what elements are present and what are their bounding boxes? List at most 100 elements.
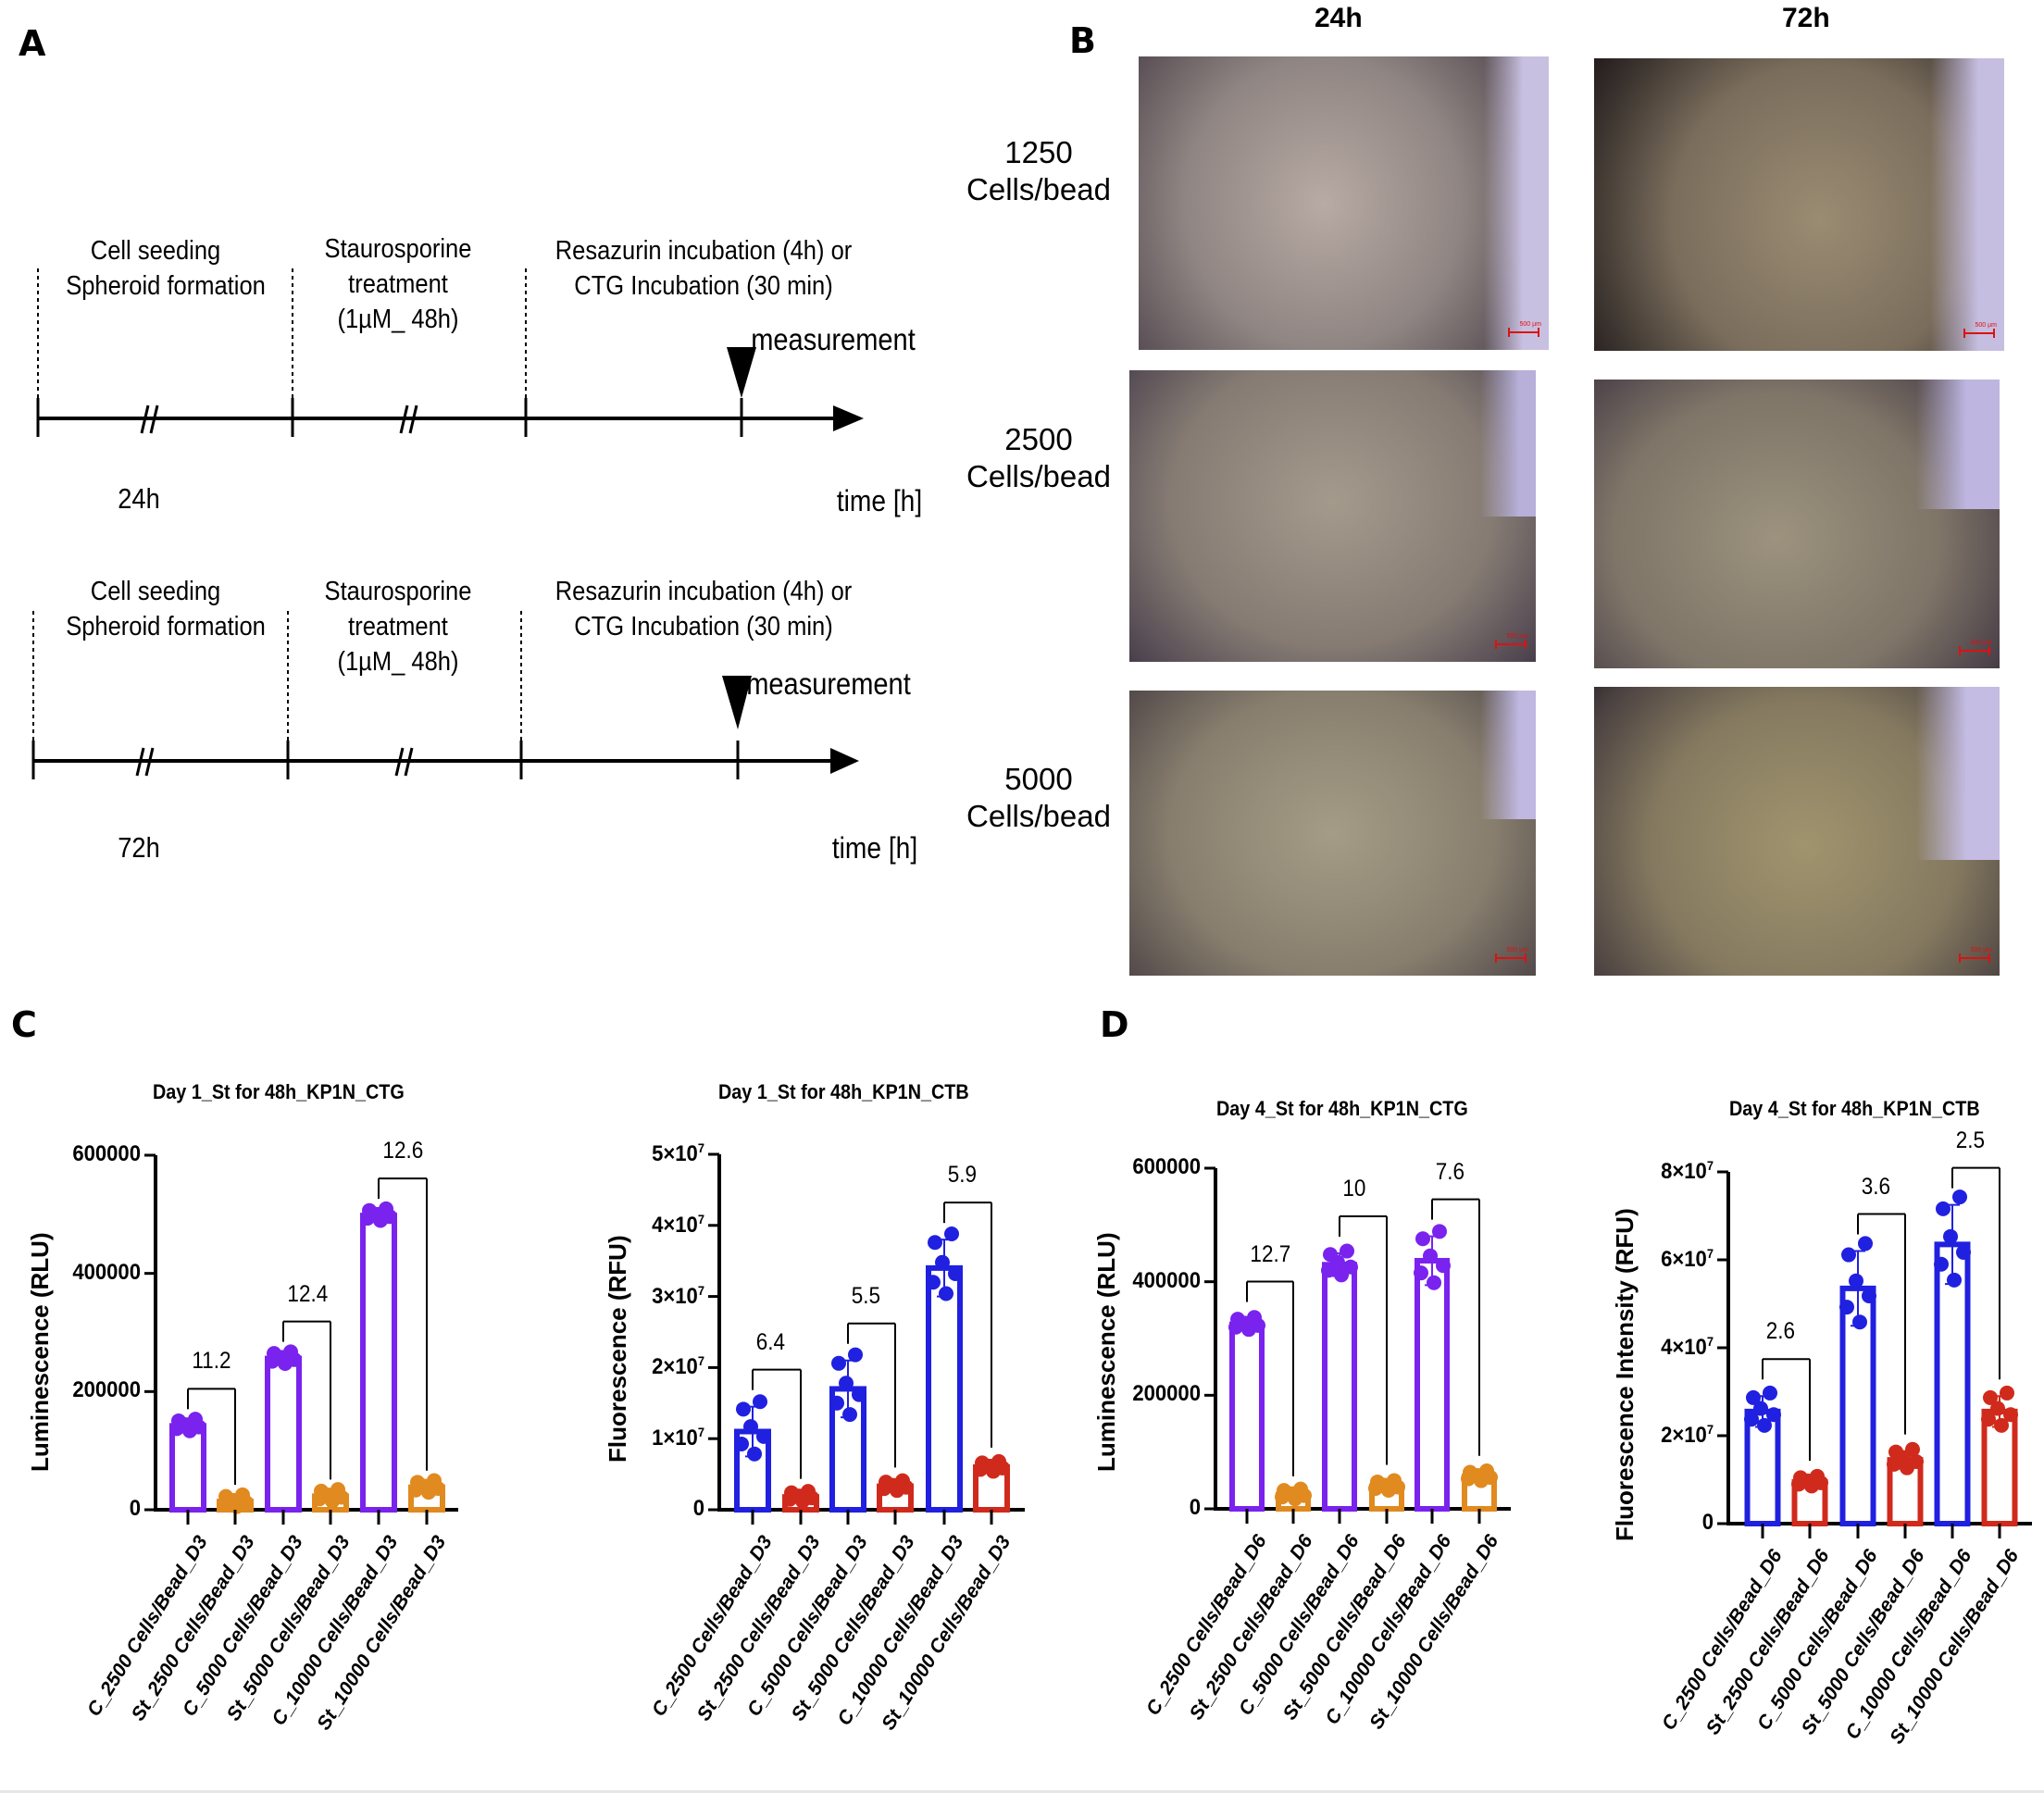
measurement-label: measurement [751,322,916,356]
bead-edge [1480,370,1536,517]
y-tick-label: 3×107 [652,1282,704,1309]
micrograph-2500-72h: 500 µm [1594,380,2000,668]
chart-title: Day 1_St for 48h_KP1N_CTG [153,1080,405,1103]
micrograph-1250-24h: 500 µm [1139,56,1549,350]
y-tick-label: 0 [1189,1495,1201,1520]
time-axis-label: time [h] [836,484,923,517]
timeline-arrow-icon [31,611,859,779]
timeline-arrow-icon [36,268,864,437]
time-axis-label: time [h] [831,831,918,865]
scale-bar-label: 500 µm [1519,321,1542,328]
fold-change-label: 12.7 [1250,1240,1291,1267]
y-tick-label: 5×107 [652,1140,704,1166]
y-tick-label: 200000 [1132,1381,1201,1407]
panel-a-label: A [19,23,46,64]
chart-title: Day 4_St for 48h_KP1N_CTG [1216,1097,1468,1120]
stage-incubation-label: Resazurin incubation (4h) or CTG Incubat… [549,574,858,644]
y-tick-label: 6×107 [1661,1246,1714,1272]
scale-bar-label: 500 µm [1975,322,1998,329]
y-tick-label: 2×107 [1661,1422,1714,1448]
stage-incubation-line1: Resazurin incubation (4h) or [555,577,853,606]
y-tick-label: 4×107 [652,1211,704,1238]
bead-edge [1484,56,1549,350]
fold-change-label: 5.5 [851,1282,880,1309]
stage-treatment-line2: treatment [348,269,448,299]
stage-treatment-label: Staurosporine treatment (1µM_ 48h) [308,231,488,337]
stage-incubation-label: Resazurin incubation (4h) or CTG Incubat… [549,233,858,304]
scale-bar-icon [1495,953,1527,963]
y-tick-label: 2×107 [652,1353,704,1380]
scale-bar-label: 500 µm [1970,947,1993,953]
y-tick-label: 200000 [72,1377,141,1403]
micrograph-5000-24h: 500 µm [1129,691,1536,976]
stage-seeding-line1: Cell seeding [90,577,221,606]
y-tick-label: 400000 [1132,1267,1201,1293]
fold-change-label: 11.2 [191,1348,231,1375]
cell-count: 5000 [1004,762,1073,796]
scale-bar-label: 500 µm [1970,640,1993,646]
fold-change-label: 12.4 [286,1280,328,1307]
column-label-24h: 24h [1315,3,1363,33]
duration-label: 72h [118,831,160,864]
chart-title: Day 1_St for 48h_KP1N_CTB [718,1080,969,1103]
y-tick-label: 0 [692,1496,704,1521]
scale-bar-icon [1495,640,1527,649]
page-bottom-border [0,1790,2044,1793]
measurement-label: measurement [746,666,911,701]
panel-c-label: C [11,1004,37,1045]
stage-treatment-line1: Staurosporine [324,234,472,264]
fold-change-label: 2.6 [1765,1318,1795,1345]
stage-seeding-label: Cell seeding Spheroid formation [66,233,266,304]
bead-edge [1916,380,2000,510]
cell-unit: Cells/bead [966,172,1111,206]
stage-seeding-line2: Spheroid formation [66,271,266,301]
scale-bar-icon [1959,646,1990,655]
stage-treatment-line2: treatment [348,612,448,641]
stage-incubation-line2: CTG Incubation (30 min) [574,271,833,301]
fold-change-label: 12.6 [382,1138,424,1164]
panel-b-label: B [1069,20,1096,61]
y-tick-label: 600000 [1132,1154,1201,1179]
fold-change-label: 5.9 [947,1162,977,1189]
column-label-72h: 72h [1782,3,1830,33]
cell-count: 2500 [1004,422,1073,456]
stage-treatment-label: Staurosporine treatment (1µM_ 48h) [308,574,488,679]
scale-bar-icon [1959,953,1990,963]
micrograph-2500-24h: 500 µm [1129,370,1536,662]
scale-bar-icon [1963,329,1995,338]
y-tick-label: 600000 [72,1141,141,1166]
stage-incubation-line1: Resazurin incubation (4h) or [555,236,853,266]
row-label-5000: 5000 Cells/bead [955,761,1122,835]
y-tick-label: 4×107 [1661,1334,1714,1360]
row-label-1250: 1250 Cells/bead [955,134,1122,208]
stage-seeding-label: Cell seeding Spheroid formation [66,574,266,644]
y-tick-label: 0 [1701,1510,1714,1535]
fold-change-label: 6.4 [755,1328,786,1355]
row-label-2500: 2500 Cells/bead [955,421,1122,495]
cell-unit: Cells/bead [966,459,1111,493]
cell-unit: Cells/bead [966,799,1111,833]
fold-change-label: 2.5 [1955,1127,1985,1153]
micrograph-1250-72h: 500 µm [1594,58,2004,351]
stage-treatment-line3: (1µM_ 48h) [337,647,459,677]
stage-treatment-line1: Staurosporine [324,577,472,606]
stage-seeding-line1: Cell seeding [90,236,221,266]
panel-d-label: D [1100,1004,1129,1045]
bead-edge [1930,58,2004,351]
scale-bar-label: 500 µm [1506,633,1529,640]
duration-label: 24h [118,482,160,515]
scale-bar-label: 500 µm [1506,947,1529,953]
bead-edge [1480,691,1536,819]
y-tick-label: 400000 [72,1259,141,1285]
chart-title: Day 4_St for 48h_KP1N_CTB [1729,1097,1980,1120]
y-tick-label: 0 [129,1496,141,1521]
micrograph-5000-72h: 500 µm [1594,687,2000,976]
fold-change-label: 3.6 [1861,1173,1890,1200]
stage-seeding-line2: Spheroid formation [66,612,266,641]
y-tick-label: 1×107 [652,1425,704,1451]
fold-change-label: 10 [1341,1176,1365,1202]
cell-count: 1250 [1004,135,1073,169]
scale-bar-icon [1508,328,1539,337]
bead-edge [1916,687,2000,861]
fold-change-label: 7.6 [1435,1158,1464,1185]
